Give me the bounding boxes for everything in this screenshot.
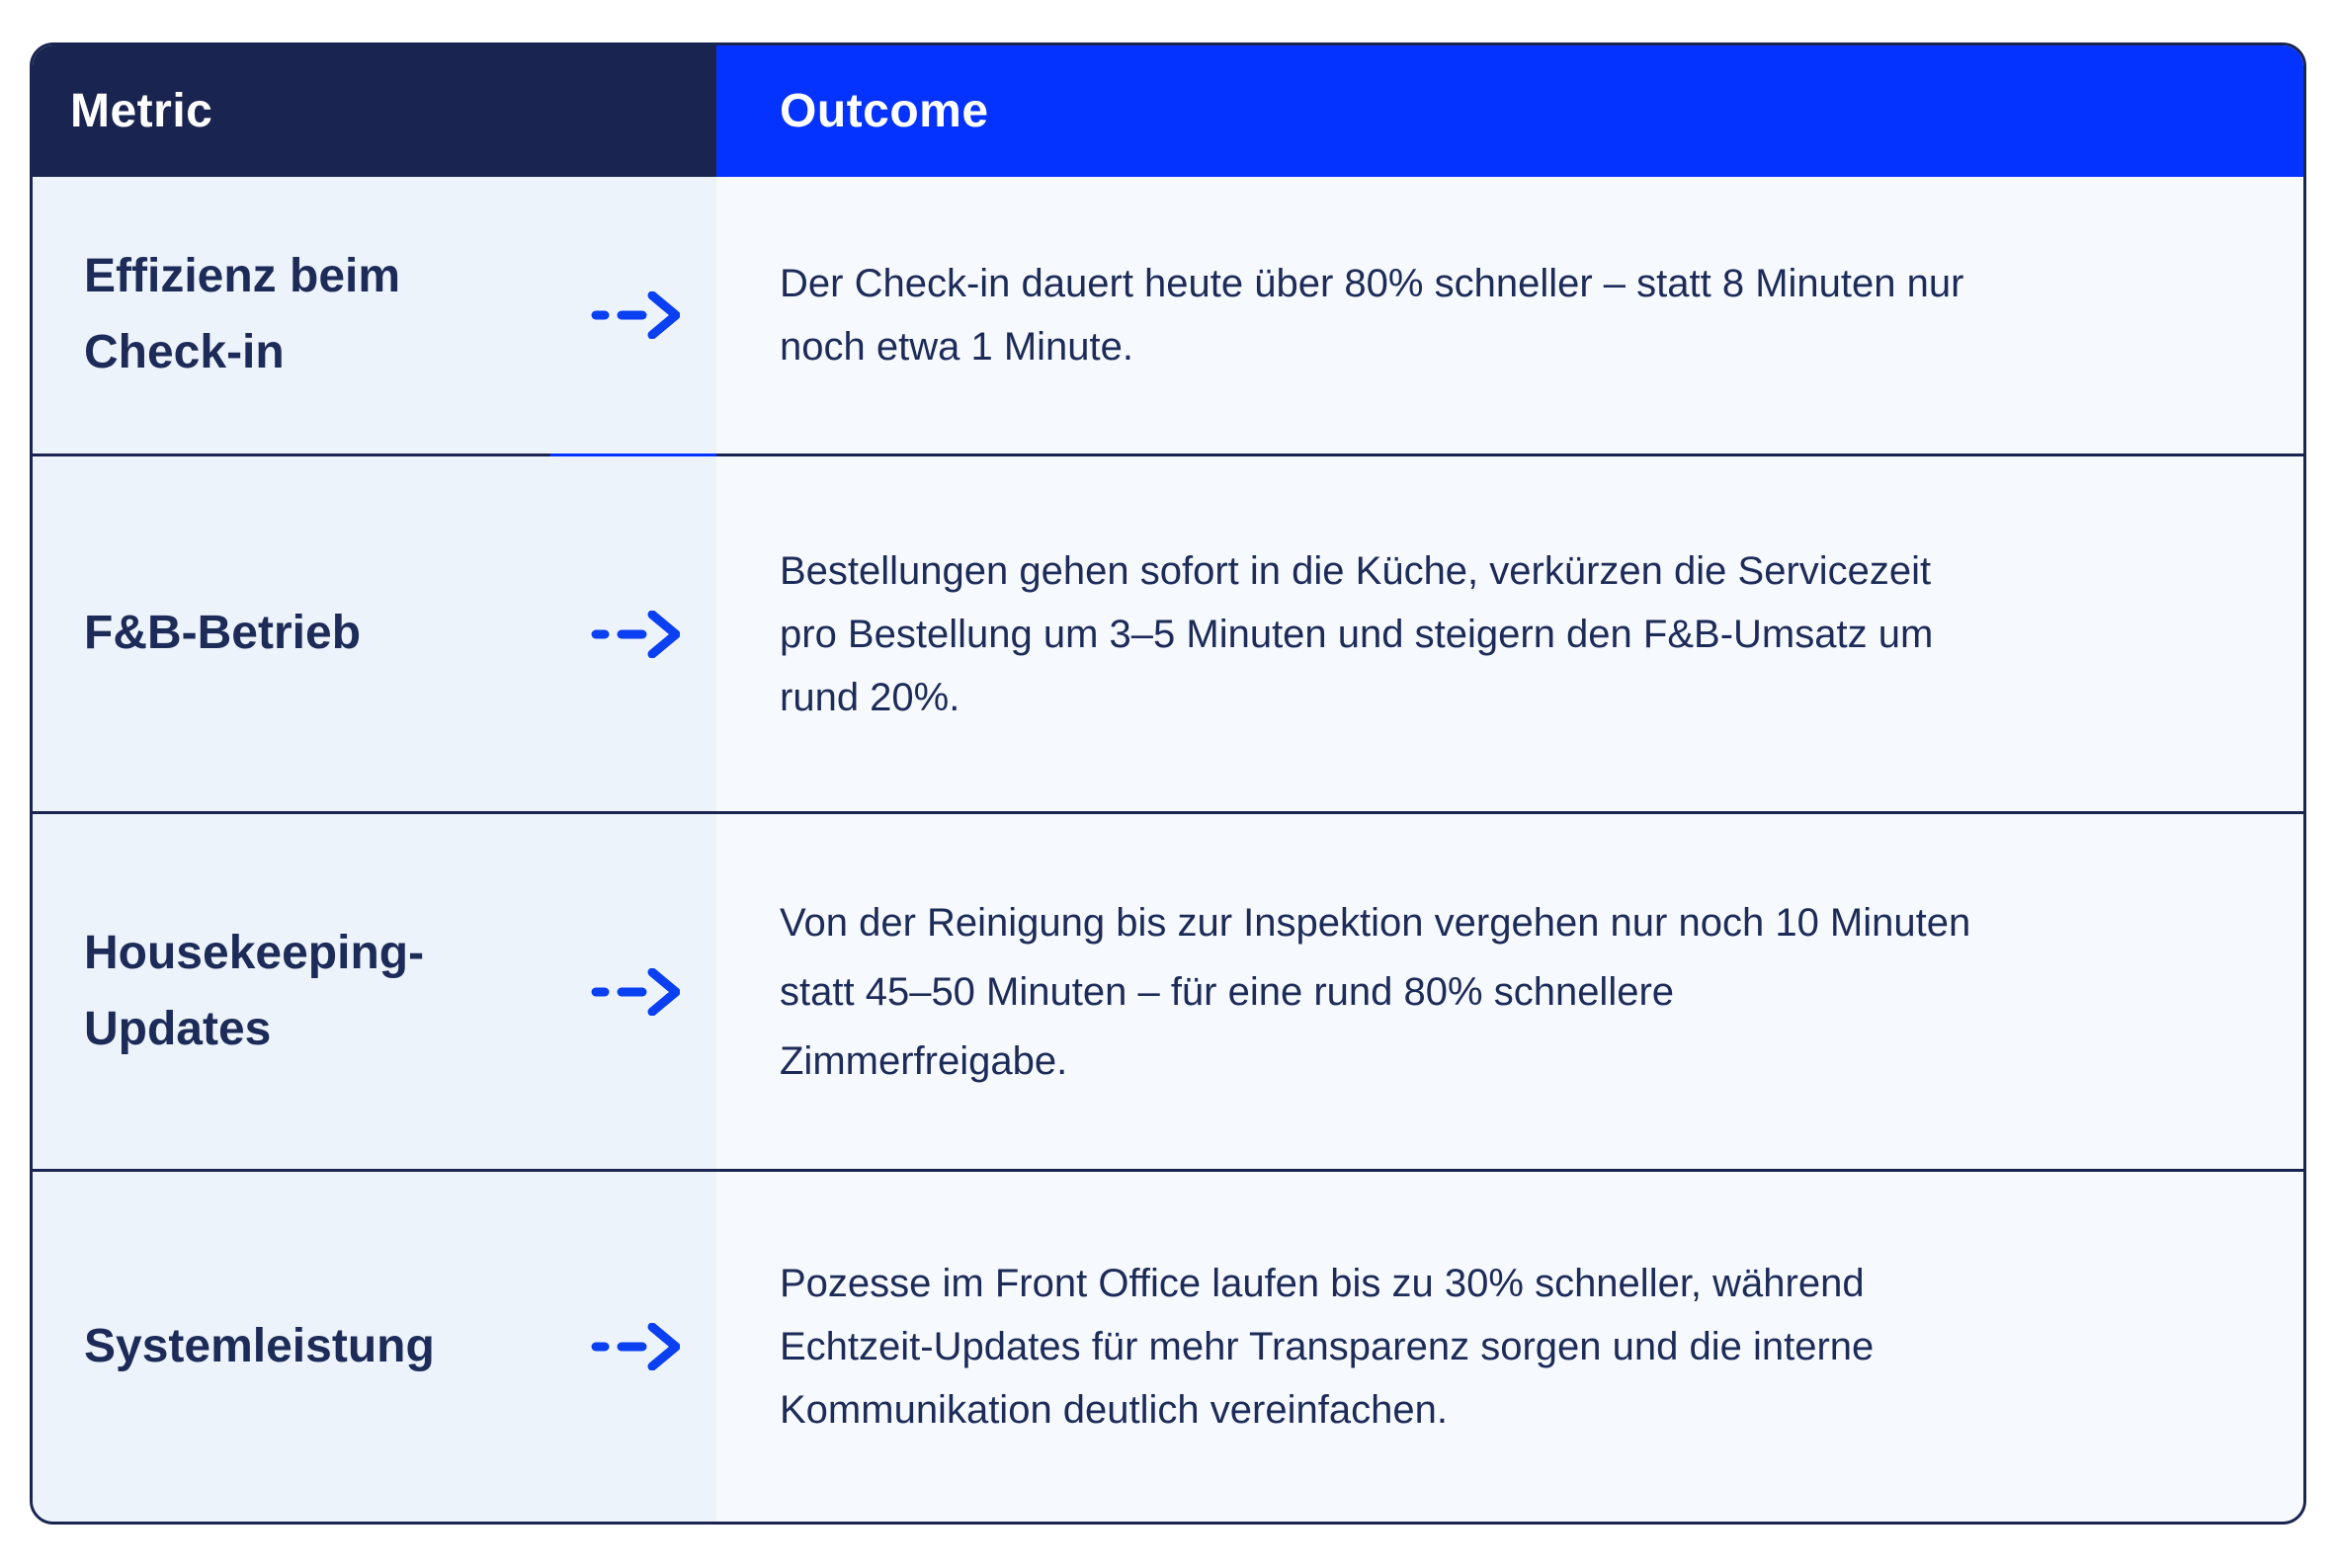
table-row: Housekeeping- Updates Von der Reinigung … [33,811,2303,1169]
metric-label: Housekeeping- Updates [84,926,425,1055]
metric-cell: F&B-Betrieb [33,456,716,811]
outcome-cell: Pozesse im Front Office laufen bis zu 30… [716,1172,2303,1522]
divider-accent-bar [550,454,716,456]
table-row: F&B-Betrieb Bestellungen gehen sofort in… [33,454,2303,811]
outcome-cell: Bestellungen gehen sofort in die Küche, … [716,456,2303,811]
dashed-arrow-right-icon [591,291,680,339]
outcome-cell: Von der Reinigung bis zur Inspektion ver… [716,814,2303,1169]
metric-cell: Effizienz beim Check-in [33,177,716,454]
table-row: Systemleistung Pozesse im Front Office l… [33,1169,2303,1522]
outcome-text: Von der Reinigung bis zur Inspektion ver… [780,900,1971,1083]
metric-label: F&B-Betrieb [84,607,362,660]
metric-label: Systemleistung [84,1319,435,1372]
column-header-outcome: Outcome [716,45,2303,177]
metric-cell: Systemleistung [33,1172,716,1522]
table-row: Effizienz beim Check-in Der Check-in dau… [33,177,2303,454]
metric-cell: Housekeeping- Updates [33,814,716,1169]
dashed-arrow-right-icon [591,610,680,658]
dashed-arrow-right-icon [591,967,680,1016]
outcome-text: Pozesse im Front Office laufen bis zu 30… [780,1262,1875,1432]
outcome-text: Der Check-in dauert heute über 80% schne… [780,262,1964,369]
outcome-text: Bestellungen gehen sofort in die Küche, … [780,548,1934,719]
table-header: Metric Outcome [33,45,2303,177]
outcome-cell: Der Check-in dauert heute über 80% schne… [716,177,2303,454]
metric-label: Effizienz beim Check-in [84,250,401,378]
dashed-arrow-right-icon [591,1323,680,1370]
metrics-outcome-table: Metric Outcome Effizienz beim Check-in D… [30,42,2306,1525]
column-header-metric: Metric [33,45,716,177]
